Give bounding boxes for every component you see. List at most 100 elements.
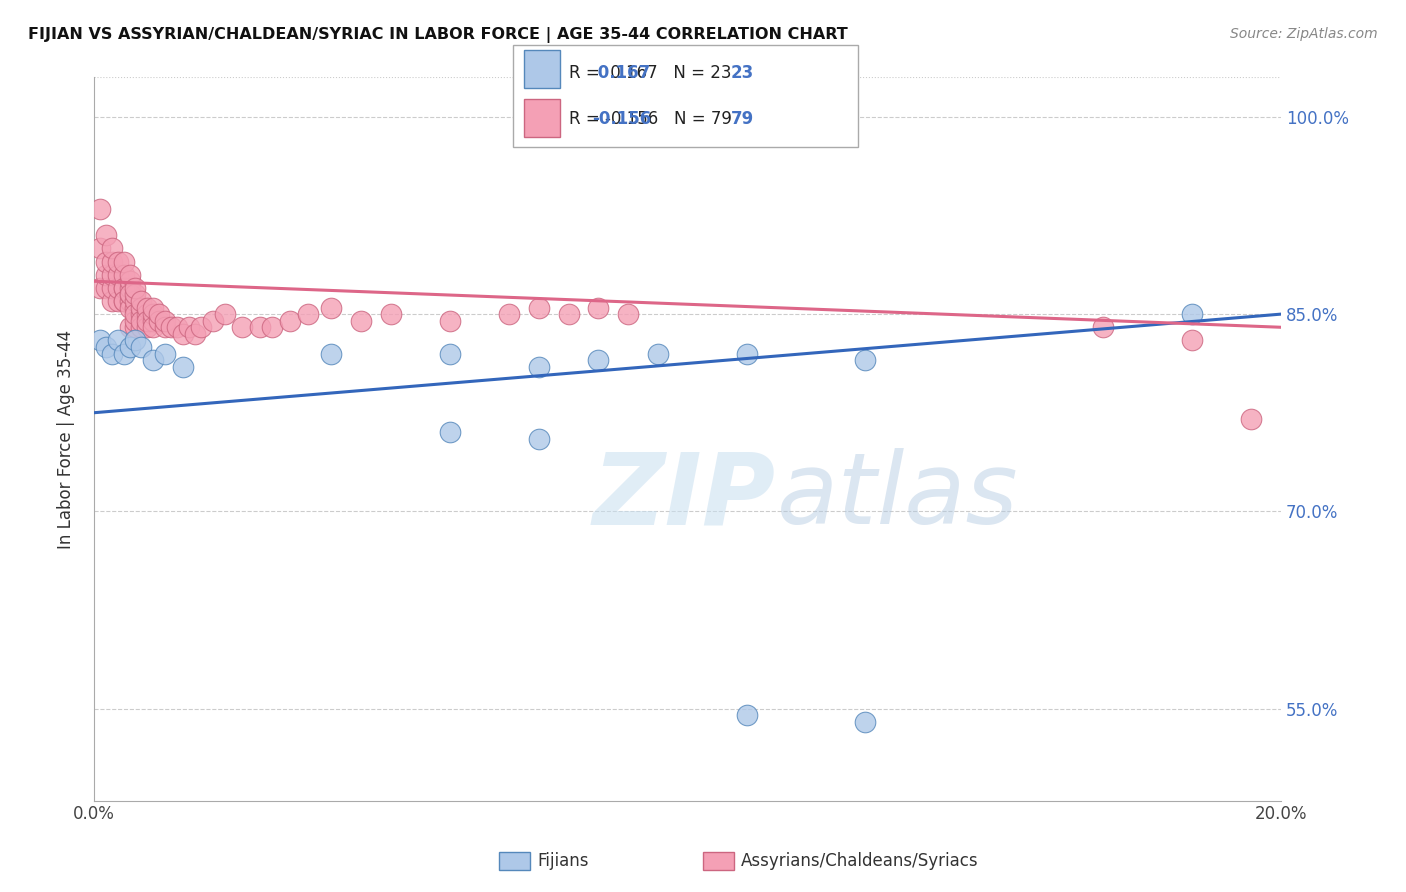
Point bbox=[1181, 334, 1204, 348]
Point bbox=[118, 287, 141, 301]
Point bbox=[136, 320, 159, 334]
Point bbox=[89, 202, 111, 216]
Point bbox=[735, 346, 758, 360]
Point bbox=[142, 307, 165, 321]
Point bbox=[89, 281, 111, 295]
Point bbox=[1240, 412, 1263, 426]
Text: 79: 79 bbox=[731, 111, 755, 128]
Point bbox=[107, 293, 129, 308]
Point bbox=[124, 307, 146, 321]
Point bbox=[177, 320, 200, 334]
Point bbox=[160, 320, 183, 334]
Point bbox=[112, 293, 135, 308]
Point bbox=[118, 287, 141, 301]
Point bbox=[260, 320, 283, 334]
Y-axis label: In Labor Force | Age 35-44: In Labor Force | Age 35-44 bbox=[58, 329, 75, 549]
Point bbox=[124, 287, 146, 301]
Point bbox=[214, 307, 236, 321]
Point bbox=[94, 268, 117, 282]
Point bbox=[190, 320, 212, 334]
Point bbox=[107, 254, 129, 268]
Point bbox=[100, 254, 122, 268]
Point bbox=[131, 340, 153, 354]
Point bbox=[118, 268, 141, 282]
Point bbox=[94, 281, 117, 295]
Point bbox=[647, 346, 669, 360]
Point bbox=[735, 708, 758, 723]
Point bbox=[855, 714, 877, 729]
Point bbox=[107, 334, 129, 348]
Point bbox=[380, 307, 402, 321]
Point bbox=[118, 301, 141, 315]
Point bbox=[94, 340, 117, 354]
Point bbox=[94, 228, 117, 243]
Point bbox=[172, 359, 194, 374]
Point bbox=[124, 301, 146, 315]
Point bbox=[184, 326, 207, 341]
Point bbox=[131, 307, 153, 321]
Point bbox=[1091, 320, 1114, 334]
Point bbox=[118, 340, 141, 354]
Text: 0.167: 0.167 bbox=[592, 64, 650, 82]
Text: atlas: atlas bbox=[776, 449, 1018, 545]
Point bbox=[124, 320, 146, 334]
Point bbox=[136, 314, 159, 328]
Point bbox=[231, 320, 253, 334]
Point bbox=[136, 301, 159, 315]
Point bbox=[131, 320, 153, 334]
Point bbox=[321, 301, 343, 315]
Point bbox=[142, 320, 165, 334]
Point bbox=[439, 346, 461, 360]
Point bbox=[124, 293, 146, 308]
Point bbox=[588, 301, 610, 315]
Point bbox=[249, 320, 271, 334]
Point bbox=[350, 314, 373, 328]
Point bbox=[201, 314, 224, 328]
Point bbox=[100, 268, 122, 282]
Point bbox=[142, 353, 165, 368]
Text: R = -0.156   N = 79: R = -0.156 N = 79 bbox=[569, 111, 733, 128]
Point bbox=[118, 320, 141, 334]
Point bbox=[588, 353, 610, 368]
Text: -0.156: -0.156 bbox=[592, 111, 651, 128]
Point bbox=[153, 346, 176, 360]
Point bbox=[112, 281, 135, 295]
Point bbox=[118, 281, 141, 295]
Point bbox=[142, 301, 165, 315]
Point bbox=[617, 307, 640, 321]
Point bbox=[124, 334, 146, 348]
Point bbox=[527, 432, 550, 446]
Point bbox=[1181, 307, 1204, 321]
Point bbox=[131, 293, 153, 308]
Point bbox=[131, 314, 153, 328]
Point bbox=[153, 320, 176, 334]
Point bbox=[148, 307, 170, 321]
Text: R =  0.167   N = 23: R = 0.167 N = 23 bbox=[569, 64, 733, 82]
Point bbox=[112, 254, 135, 268]
Point bbox=[855, 353, 877, 368]
Point bbox=[439, 314, 461, 328]
Point bbox=[527, 359, 550, 374]
Point bbox=[498, 307, 520, 321]
Point bbox=[112, 281, 135, 295]
Text: Assyrians/Chaldeans/Syriacs: Assyrians/Chaldeans/Syriacs bbox=[741, 852, 979, 870]
Point bbox=[558, 307, 581, 321]
Point bbox=[321, 346, 343, 360]
Point bbox=[148, 314, 170, 328]
Point bbox=[124, 281, 146, 295]
Text: ZIP: ZIP bbox=[592, 449, 776, 545]
Point bbox=[100, 241, 122, 255]
Text: Source: ZipAtlas.com: Source: ZipAtlas.com bbox=[1230, 27, 1378, 41]
Point bbox=[142, 314, 165, 328]
Point bbox=[118, 293, 141, 308]
Point bbox=[118, 274, 141, 288]
Point bbox=[112, 346, 135, 360]
Text: 23: 23 bbox=[731, 64, 755, 82]
Point bbox=[100, 281, 122, 295]
Point bbox=[107, 281, 129, 295]
Point bbox=[94, 254, 117, 268]
Point bbox=[172, 326, 194, 341]
Point bbox=[100, 346, 122, 360]
Point bbox=[439, 425, 461, 440]
Text: Fijians: Fijians bbox=[537, 852, 589, 870]
